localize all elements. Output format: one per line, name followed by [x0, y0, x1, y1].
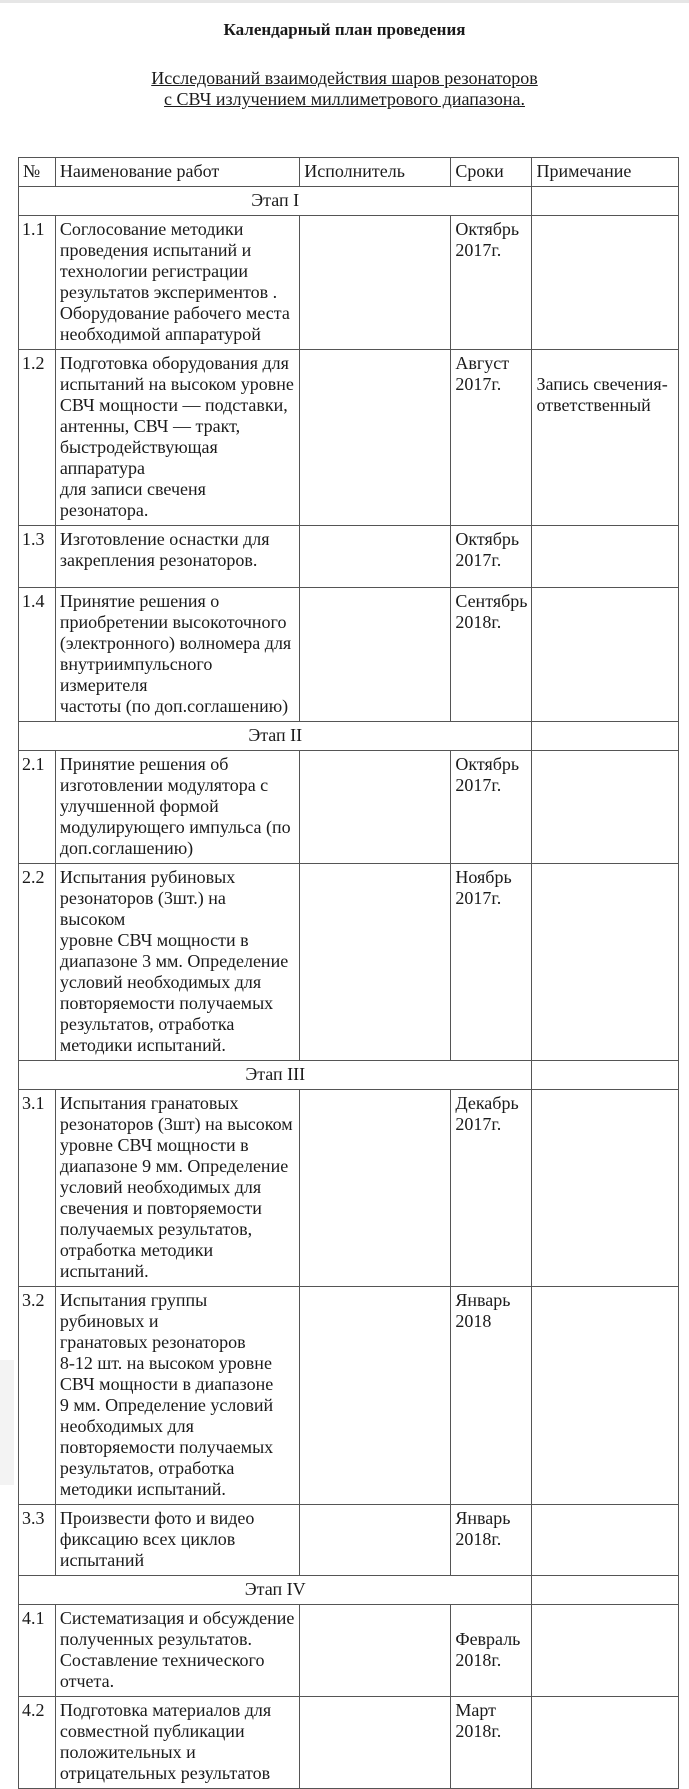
executor: [299, 1089, 452, 1287]
executor: [299, 349, 452, 526]
executor: [299, 1286, 452, 1505]
stage-row: Этап I: [17, 186, 679, 216]
note: [531, 1604, 679, 1697]
table-row: 4.1 Систематизация и обсуждение полученны…: [18, 1604, 679, 1697]
work-name: Принятие решения об изготовлении модулят…: [54, 750, 301, 864]
executor: [299, 525, 452, 588]
note: [531, 1504, 679, 1576]
header-note: Примечание: [531, 157, 679, 187]
executor: [299, 863, 452, 1061]
executor: [299, 587, 452, 722]
stage-note-cell: [531, 1575, 679, 1605]
row-number: 1.2: [18, 349, 56, 526]
table-row: 3.1 Испытания гранатовых резонаторов (3шт…: [18, 1089, 679, 1287]
executor: [299, 1696, 452, 1789]
row-number: 1.3: [18, 525, 56, 588]
stage-label: Этап I: [17, 186, 533, 216]
work-name: Соглосование методики проведения испытан…: [54, 215, 301, 350]
stage-label: Этап III: [17, 1060, 533, 1090]
stage-label: Этап IV: [17, 1575, 533, 1605]
top-border: [0, 0, 689, 3]
stage-note-cell: [531, 1060, 679, 1090]
note: Запись свечения- ответственный: [531, 349, 679, 526]
table-row: 2.1 Принятие решения об изготовлении моду…: [18, 750, 679, 864]
table-row: 4.2 Подготовка материалов для совместной …: [18, 1696, 679, 1789]
deadline: Январь 2018: [450, 1286, 533, 1505]
work-name: Подготовка материалов для совместной пуб…: [54, 1696, 301, 1789]
work-name: Изготовление оснастки для закрепления ре…: [54, 525, 301, 588]
deadline: Октябрь 2017г.: [450, 525, 533, 588]
work-name: Принятие решения о приобретении высокото…: [54, 587, 301, 722]
work-name: Испытания группы рубиновых и гранатовых …: [54, 1286, 301, 1505]
note: [531, 587, 679, 722]
header-executor: Исполнитель: [299, 157, 452, 187]
table-row: 1.3 Изготовление оснастки для закрепления…: [18, 525, 679, 588]
deadline: Октябрь 2017г.: [450, 750, 533, 864]
row-number: 1.1: [18, 215, 56, 350]
table-row: 1.4 Принятие решения о приобретении высок…: [18, 587, 679, 722]
stage-row: Этап II: [17, 721, 679, 751]
deadline: Октябрь 2017г.: [450, 215, 533, 350]
scan-shade: [0, 1360, 14, 1485]
document-title: Календарный план проведения: [223, 20, 466, 39]
note: [531, 1696, 679, 1789]
note: [531, 750, 679, 864]
work-name: Подготовка оборудования для испытаний на…: [54, 349, 301, 526]
stage-note-cell: [531, 186, 679, 216]
note: [531, 1089, 679, 1287]
work-name: Систематизация и обсуждение полученных р…: [54, 1604, 301, 1697]
table-row: 3.3 Произвести фото и видео фиксацию всех…: [18, 1504, 679, 1576]
row-number: 2.1: [18, 750, 56, 864]
stage-row: Этап III: [17, 1060, 679, 1090]
table-row: 2.2 Испытания рубиновых резонаторов (3шт.…: [18, 863, 679, 1061]
table-row: 1.1 Соглосование методики проведения испы…: [18, 215, 679, 350]
row-number: 2.2: [18, 863, 56, 1061]
subtitle-line-1: Исследований взаимодействия шаров резона…: [151, 68, 538, 88]
row-number: 1.4: [18, 587, 56, 722]
table-row: 3.2 Испытания группы рубиновых и гранатов…: [18, 1286, 679, 1505]
row-number: 3.1: [18, 1089, 56, 1287]
table-row: 1.2 Подготовка оборудования для испытаний…: [18, 349, 679, 526]
header-date: Сроки: [450, 157, 533, 187]
table-header-row: № Наименование работ Исполнитель Сроки П…: [18, 157, 679, 187]
stage-label: Этап II: [17, 721, 533, 751]
header-name: Наименование работ: [54, 157, 301, 187]
stage-row: Этап IV: [17, 1575, 679, 1605]
deadline: Январь 2018г.: [450, 1504, 533, 1576]
deadline: Ноябрь 2017г.: [450, 863, 533, 1061]
note: [531, 1286, 679, 1505]
note: [531, 863, 679, 1061]
executor: [299, 1604, 452, 1697]
row-number: 4.1: [18, 1604, 56, 1697]
header-num: №: [18, 157, 56, 187]
work-name: Испытания гранатовых резонаторов (3шт) н…: [54, 1089, 301, 1287]
deadline: Декабрь 2017г.: [450, 1089, 533, 1287]
executor: [299, 750, 452, 864]
subtitle-line-2: с СВЧ излучением миллиметрового диапазон…: [164, 89, 525, 109]
deadline: Февраль 2018г.: [450, 1604, 533, 1697]
executor: [299, 215, 452, 350]
note: [531, 215, 679, 350]
work-name: Произвести фото и видео фиксацию всех ци…: [54, 1504, 301, 1576]
row-number: 3.2: [18, 1286, 56, 1505]
schedule-table: № Наименование работ Исполнитель Сроки П…: [17, 157, 679, 1789]
document-subtitle: Исследований взаимодействия шаров резона…: [0, 68, 689, 110]
executor: [299, 1504, 452, 1576]
row-number: 3.3: [18, 1504, 56, 1576]
row-number: 4.2: [18, 1696, 56, 1789]
work-name: Испытания рубиновых резонаторов (3шт.) н…: [54, 863, 301, 1061]
deadline: Сентябрь 2018г.: [450, 587, 533, 722]
note: [531, 525, 679, 588]
stage-note-cell: [531, 721, 679, 751]
deadline: Март 2018г.: [450, 1696, 533, 1789]
deadline: Август 2017г.: [450, 349, 533, 526]
